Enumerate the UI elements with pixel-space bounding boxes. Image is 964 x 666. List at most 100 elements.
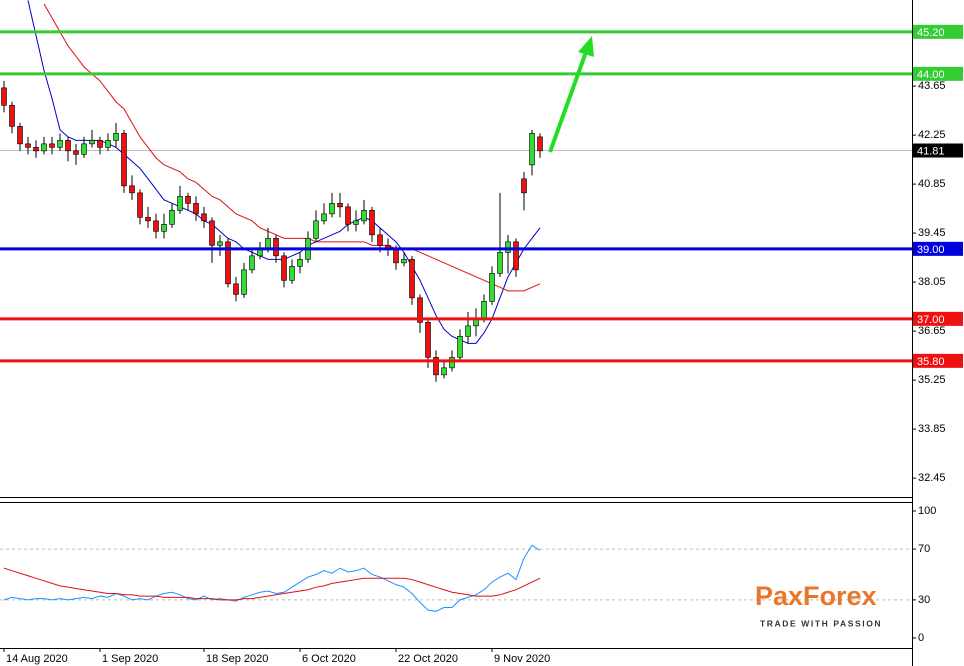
logo-tagline: TRADE WITH PASSION [760, 618, 882, 628]
candle-body [81, 143, 87, 155]
y-tick-label: 33.85 [918, 423, 946, 435]
candle-body [57, 140, 63, 148]
y-tick-label: 35.25 [918, 374, 946, 386]
candle-body [281, 255, 287, 281]
indicator-line [43, 3, 541, 292]
last-price-box [913, 143, 963, 158]
candle-body [1, 87, 7, 106]
candle-body [241, 269, 247, 295]
candle-body [33, 147, 39, 152]
candle-body [217, 241, 223, 246]
candle-body [137, 192, 143, 218]
candle-body [457, 336, 463, 358]
x-tick-label: 9 Nov 2020 [494, 653, 550, 665]
indicator-line [3, 567, 541, 601]
candle-body [529, 133, 535, 166]
candle-body [393, 248, 399, 264]
candle-body [353, 220, 359, 225]
level-label-box [913, 24, 963, 39]
candle-body [265, 238, 271, 250]
y-tick-label: 43.65 [918, 80, 946, 92]
candle-body [409, 259, 415, 299]
level-label-box [913, 241, 963, 256]
candle-body [185, 196, 191, 204]
trend-arrow [548, 36, 594, 153]
arrow-head [578, 36, 594, 57]
candle-body [513, 241, 519, 271]
last-price-label: 41.81 [917, 145, 945, 157]
candle-body [49, 143, 55, 148]
candle-body [289, 266, 295, 281]
candle-body [25, 143, 31, 148]
candle-body [313, 220, 319, 239]
candle-body [113, 133, 119, 141]
level-label-box [913, 311, 963, 326]
candle-body [449, 357, 455, 369]
candle-body [249, 255, 255, 271]
candle-body [537, 136, 543, 152]
candle-body [337, 203, 343, 208]
y-tick-label: 42.25 [918, 129, 946, 141]
candle-body [321, 213, 327, 222]
candle-body [65, 140, 71, 152]
candle-body [233, 283, 239, 295]
y-tick-label: 38.05 [918, 276, 946, 288]
candle-body [9, 105, 15, 127]
candle-body [89, 140, 95, 145]
level-label: 35.80 [917, 356, 945, 368]
candle-body [369, 210, 375, 236]
x-tick-label: 22 Oct 2020 [398, 653, 458, 665]
level-label-box [913, 66, 963, 81]
candle-body [345, 206, 351, 225]
arrow-shaft [548, 51, 588, 153]
level-label: 44.00 [917, 69, 945, 81]
x-tick-label: 14 Aug 2020 [6, 653, 68, 665]
candle-body [209, 220, 215, 246]
candle-body [425, 322, 431, 358]
candle-body [225, 241, 231, 285]
candle-body [465, 325, 471, 337]
candle-body [417, 297, 423, 323]
candle-body [73, 150, 79, 155]
y-tick-label: 32.45 [918, 472, 946, 484]
candle-body [297, 259, 303, 267]
candle-body [521, 178, 527, 194]
candle-body [177, 196, 183, 211]
candle-body [201, 213, 207, 222]
y-tick-label: 40.85 [918, 178, 946, 190]
candle-body [129, 185, 135, 194]
y-tick-label: 36.65 [918, 325, 946, 337]
indicator-line [3, 544, 541, 612]
candle-body [361, 210, 367, 222]
level-label-box [913, 353, 963, 368]
candle-body [481, 301, 487, 320]
candle-body [169, 210, 175, 225]
candle-body [505, 241, 511, 253]
candle-body [145, 217, 151, 222]
candle-body [489, 273, 495, 302]
level-label: 39.00 [917, 244, 945, 256]
candle-body [17, 126, 23, 145]
x-tick-label: 18 Sep 2020 [206, 653, 268, 665]
candle-body [121, 133, 127, 187]
logo: PaxForex TRADE WITH PASSION [755, 581, 882, 628]
y-tick-label: 39.45 [918, 227, 946, 239]
y-tick-label: 30 [918, 594, 930, 606]
candle-body [401, 259, 407, 264]
candle-body [441, 367, 447, 376]
candle-body [153, 220, 159, 232]
level-label: 37.00 [917, 314, 945, 326]
candle-body [497, 252, 503, 274]
candle-body [273, 238, 279, 257]
y-tick-label: 70 [918, 543, 930, 555]
y-tick-label: 100 [918, 505, 936, 517]
candle-body [161, 224, 167, 232]
candle-body [97, 140, 103, 148]
candle-body [433, 357, 439, 376]
candle-body [105, 140, 111, 148]
y-tick-label: 0 [918, 632, 924, 644]
candle-body [329, 203, 335, 215]
level-label: 45.20 [917, 27, 945, 39]
x-tick-label: 6 Oct 2020 [302, 653, 356, 665]
